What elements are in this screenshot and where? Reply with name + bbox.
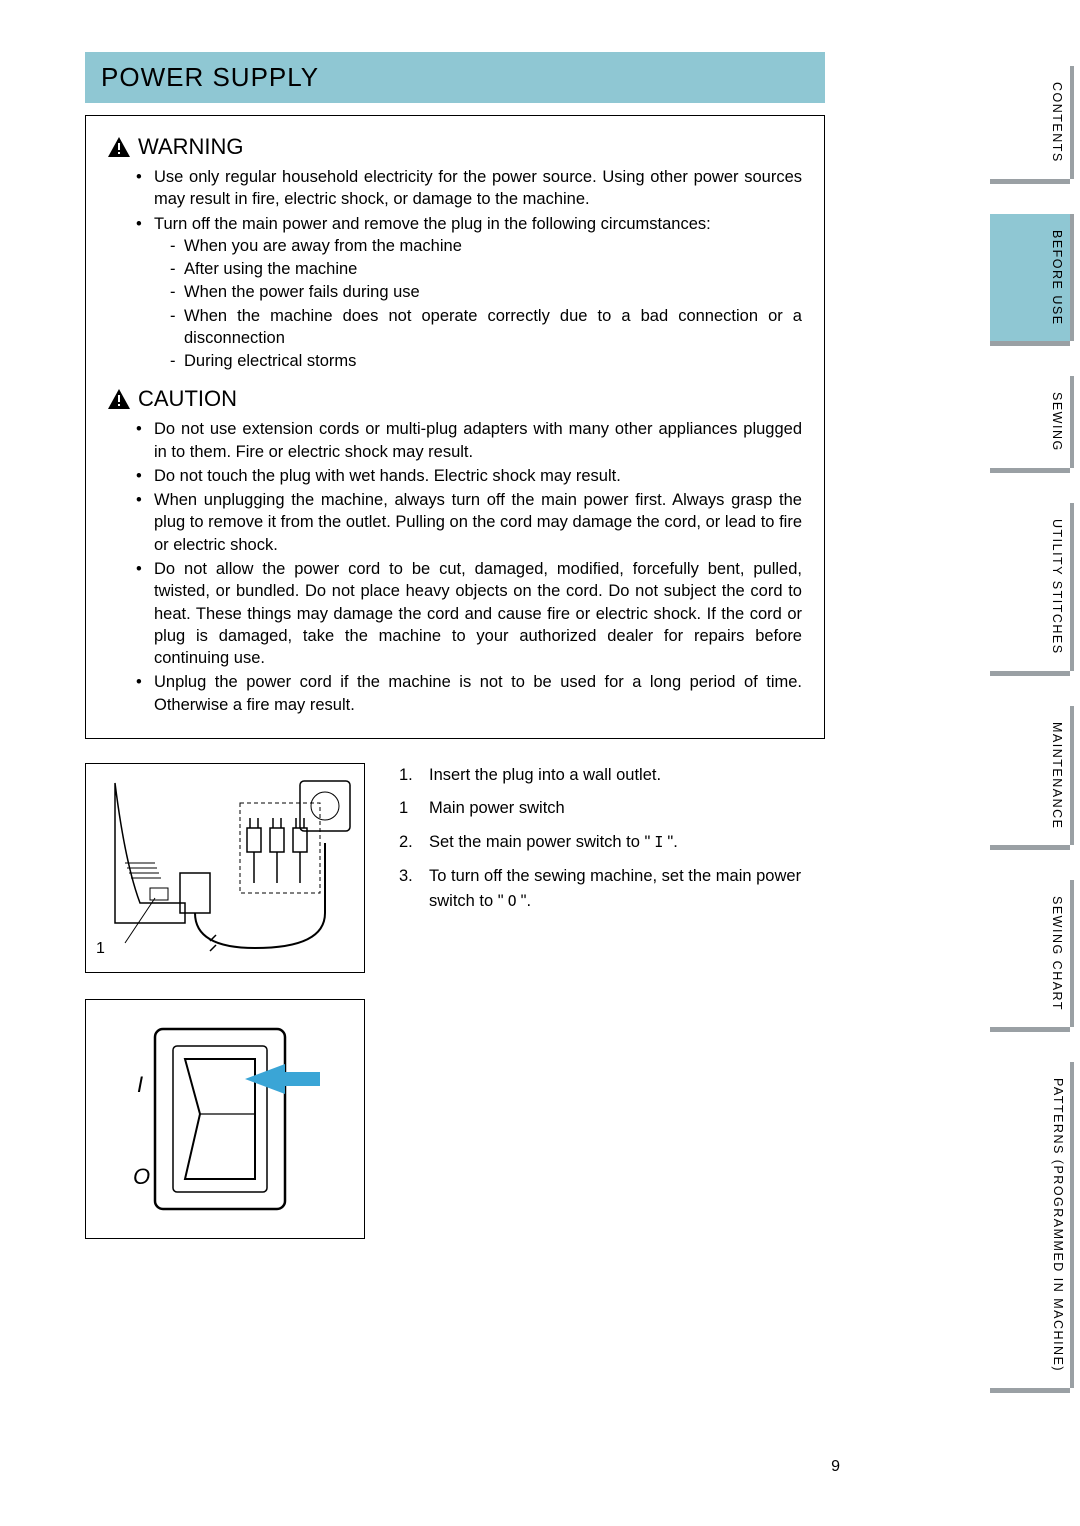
figure-switch-diagram: I O — [85, 999, 365, 1239]
section-title: POWER SUPPLY — [101, 62, 809, 93]
caution-block: CAUTION Do not use extension cords or mu… — [108, 386, 802, 715]
caution-item: Do not use extension cords or multi-plug… — [136, 418, 802, 463]
tab-sewing[interactable]: SEWING — [990, 376, 1070, 473]
step-2: 2. Set the main power switch to "I". — [399, 830, 825, 856]
tab-utility-stitches[interactable]: UTILITY STITCHES — [990, 503, 1070, 676]
lower-section: 1 I O — [85, 763, 825, 1239]
step-number: 3. — [399, 864, 419, 915]
warning-subitem: After using the machine — [170, 258, 802, 280]
warning-sublist: When you are away from the machine After… — [154, 235, 802, 373]
component-number: 1 — [399, 796, 419, 822]
warning-subitem: During electrical storms — [170, 350, 802, 372]
tab-patterns[interactable]: PATTERNS (PROGRAMMED IN MACHINE) — [990, 1062, 1070, 1393]
tab-before-use[interactable]: BEFORE USE — [990, 214, 1070, 347]
component-1: 1 Main power switch — [399, 796, 825, 822]
figure-callout-1: 1 — [96, 940, 105, 958]
instructions: 1. Insert the plug into a wall outlet. 1… — [399, 763, 825, 1239]
caution-item: When unplugging the machine, always turn… — [136, 489, 802, 556]
warning-subitem: When you are away from the machine — [170, 235, 802, 257]
caution-icon — [108, 389, 130, 409]
tab-sewing-chart[interactable]: SEWING CHART — [990, 880, 1070, 1032]
tab-maintenance[interactable]: MAINTENANCE — [990, 706, 1070, 850]
step-text: Set the main power switch to "I". — [429, 830, 678, 856]
step-1: 1. Insert the plug into a wall outlet. — [399, 763, 825, 789]
caution-list: Do not use extension cords or multi-plug… — [108, 418, 802, 715]
warning-list: Use only regular household electricity f… — [108, 166, 802, 372]
page-number: 9 — [831, 1458, 840, 1476]
warning-item: Use only regular household electricity f… — [136, 166, 802, 211]
step-number: 1. — [399, 763, 419, 789]
warning-item: Turn off the main power and remove the p… — [136, 213, 802, 373]
on-symbol: I — [650, 833, 667, 851]
tab-contents[interactable]: CONTENTS — [990, 66, 1070, 184]
warning-item-text: Turn off the main power and remove the p… — [154, 215, 711, 233]
figure-plug-diagram: 1 — [85, 763, 365, 973]
caution-item: Unplug the power cord if the machine is … — [136, 671, 802, 716]
svg-text:I: I — [137, 1072, 143, 1097]
caution-item: Do not touch the plug with wet hands. El… — [136, 465, 802, 487]
figures-column: 1 I O — [85, 763, 365, 1239]
step-number: 2. — [399, 830, 419, 856]
caution-label: CAUTION — [138, 386, 237, 412]
caution-item: Do not allow the power cord to be cut, d… — [136, 558, 802, 669]
side-tabs: CONTENTS BEFORE USE SEWING UTILITY STITC… — [990, 66, 1070, 1393]
page-content: POWER SUPPLY WARNING Use only regular ho… — [85, 52, 825, 1239]
svg-text:O: O — [133, 1164, 150, 1189]
warning-subitem: When the power fails during use — [170, 281, 802, 303]
off-symbol: O — [504, 892, 521, 910]
warning-label: WARNING — [138, 134, 244, 160]
caution-heading: CAUTION — [108, 386, 802, 412]
step-text: To turn off the sewing machine, set the … — [429, 864, 825, 915]
step-text: Insert the plug into a wall outlet. — [429, 763, 661, 789]
step-3: 3. To turn off the sewing machine, set t… — [399, 864, 825, 915]
warning-heading: WARNING — [108, 134, 802, 160]
warning-subitem: When the machine does not operate correc… — [170, 305, 802, 350]
warning-icon — [108, 137, 130, 157]
component-text: Main power switch — [429, 796, 565, 822]
section-title-bar: POWER SUPPLY — [85, 52, 825, 103]
safety-box: WARNING Use only regular household elect… — [85, 115, 825, 739]
